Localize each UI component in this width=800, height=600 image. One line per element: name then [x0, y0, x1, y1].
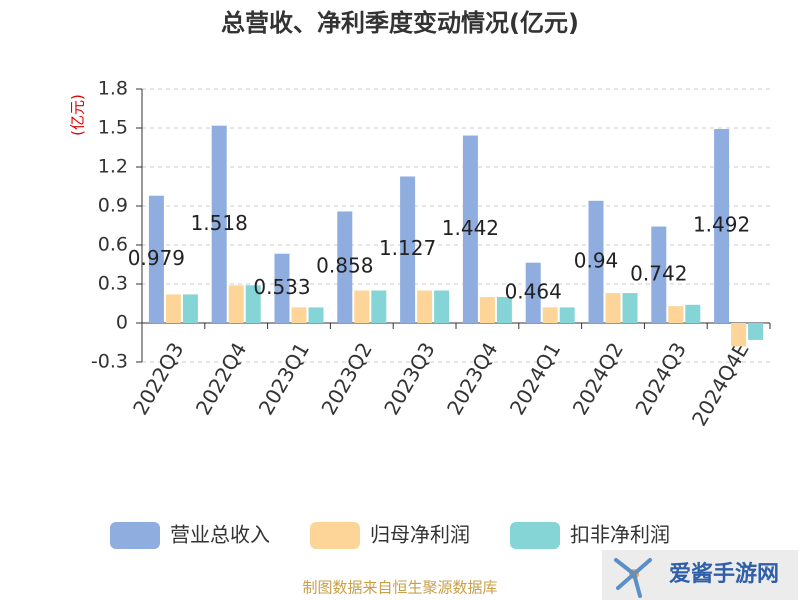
- bar: [588, 200, 604, 323]
- chart-title: 总营收、净利季度变动情况(亿元): [221, 9, 579, 37]
- bar: [400, 176, 416, 323]
- y-tick-label: 0: [116, 312, 128, 334]
- bar: [559, 307, 575, 323]
- y-tick-label: 1.5: [98, 117, 128, 139]
- bar: [354, 290, 370, 323]
- bar: [542, 307, 558, 323]
- bar: [685, 304, 701, 323]
- x-tick-label: 2023Q1: [254, 338, 314, 419]
- value-label: 0.94: [574, 248, 619, 272]
- bar: [371, 290, 387, 323]
- bar: [462, 135, 478, 323]
- legend-swatch: [310, 522, 360, 549]
- x-tick-label: 2024Q4E: [687, 338, 754, 430]
- value-label: 0.533: [253, 275, 310, 299]
- bar: [714, 129, 730, 323]
- bar: [668, 306, 684, 323]
- legend-swatch: [110, 522, 160, 549]
- bar: [731, 323, 747, 347]
- bar: [605, 293, 621, 323]
- logo-rays: [614, 558, 652, 598]
- value-label: 1.492: [693, 213, 750, 237]
- x-tick-label: 2024Q2: [568, 338, 628, 419]
- y-tick-label: 0.9: [98, 195, 128, 217]
- y-tick-label: 1.8: [98, 78, 128, 100]
- bar: [274, 253, 290, 323]
- y-tick-label: 1.2: [98, 156, 128, 178]
- value-label: 0.858: [316, 254, 373, 278]
- value-label: 0.464: [505, 279, 562, 303]
- bar: [148, 195, 164, 323]
- value-label: 1.518: [191, 211, 248, 235]
- x-tick-label: 2023Q2: [316, 338, 376, 419]
- value-label: 0.742: [630, 261, 687, 285]
- bar: [245, 285, 261, 323]
- bar: [165, 294, 181, 323]
- bar: [337, 211, 353, 323]
- bar: [496, 297, 512, 323]
- legend-label: 营业总收入: [170, 523, 270, 547]
- y-unit: (亿元): [69, 94, 87, 136]
- value-label: 1.442: [442, 216, 499, 240]
- watermark-logo: 爱酱手游网: [602, 550, 798, 600]
- bar: [291, 307, 307, 323]
- bar: [479, 297, 495, 323]
- x-tick-label: 2022Q3: [128, 338, 188, 419]
- legend-label: 扣非净利润: [570, 523, 670, 547]
- bar: [211, 125, 227, 323]
- bar: [182, 294, 198, 323]
- x-tick-label: 2024Q1: [505, 338, 565, 419]
- bar: [748, 323, 764, 340]
- value-label: 1.127: [379, 236, 436, 260]
- bar: [434, 290, 450, 323]
- source-note: 制图数据来自恒生聚源数据库: [302, 579, 497, 597]
- bar: [622, 293, 638, 323]
- y-tick-label: 0.6: [98, 234, 128, 256]
- x-tick-label: 2024Q3: [630, 338, 690, 419]
- legend-label: 归母净利润: [370, 523, 470, 547]
- x-tick-label: 2022Q4: [191, 338, 251, 419]
- bar: [228, 285, 244, 323]
- y-tick-label: 0.3: [98, 273, 128, 295]
- bar: [308, 307, 324, 323]
- value-label: 0.979: [128, 246, 185, 270]
- legend-swatch: [510, 522, 560, 549]
- bar: [651, 226, 667, 323]
- bar: [417, 290, 433, 323]
- x-tick-label: 2023Q3: [379, 338, 439, 419]
- watermark-text: 爱酱手游网: [669, 561, 779, 587]
- bar: [525, 262, 541, 323]
- x-tick-label: 2023Q4: [442, 338, 502, 419]
- y-tick-label: -0.3: [91, 351, 128, 373]
